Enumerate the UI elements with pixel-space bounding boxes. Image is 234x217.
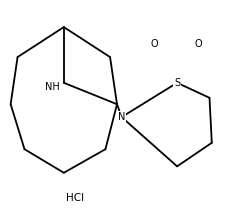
Text: NH: NH	[45, 82, 60, 92]
Text: O: O	[194, 39, 202, 49]
Text: N: N	[118, 112, 125, 122]
Text: O: O	[150, 39, 158, 49]
Text: S: S	[174, 78, 180, 88]
Text: HCl: HCl	[66, 194, 84, 204]
